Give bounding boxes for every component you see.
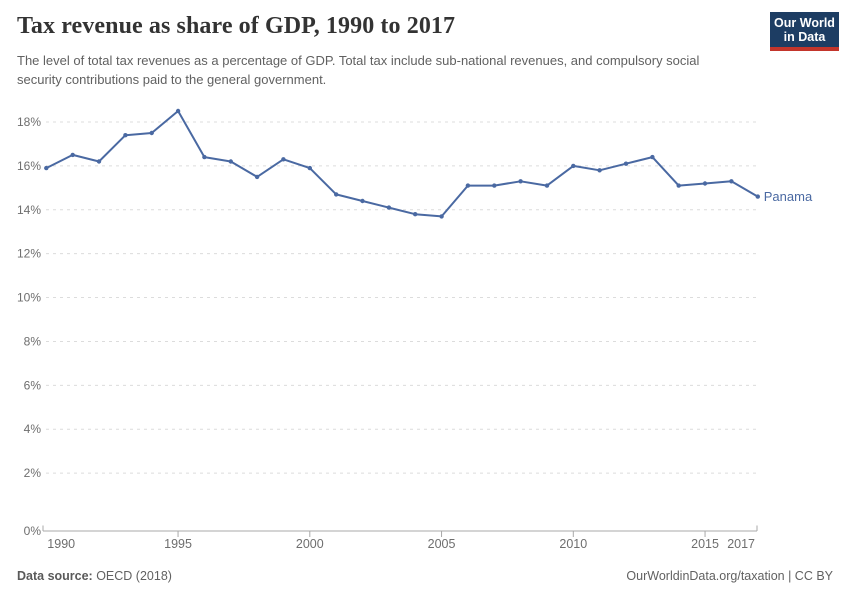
svg-text:1990: 1990 (47, 537, 75, 551)
svg-text:2%: 2% (24, 466, 42, 480)
svg-text:4%: 4% (24, 422, 42, 436)
data-line[interactable] (45, 110, 759, 218)
data-points (44, 108, 760, 219)
entity-label[interactable]: Panama (764, 189, 813, 204)
owid-logo-line2: in Data (783, 29, 826, 44)
chart-subtitle: The level of total tax revenues as a per… (17, 53, 700, 87)
svg-text:2017: 2017 (727, 537, 755, 551)
y-axis-labels: 0% 2% 4% 6% 8% 10% 12% 14% 16% 18% (17, 115, 41, 538)
y-gridlines (46, 121, 758, 474)
svg-text:2015: 2015 (691, 537, 719, 551)
svg-text:2000: 2000 (296, 537, 324, 551)
svg-text:16%: 16% (17, 159, 41, 173)
owid-logo[interactable]: Our World in Data (770, 12, 839, 51)
owid-logo-line1: Our World (774, 15, 835, 30)
svg-text:2005: 2005 (428, 537, 456, 551)
svg-text:1995: 1995 (164, 537, 192, 551)
svg-text:14%: 14% (17, 203, 41, 217)
svg-text:18%: 18% (17, 115, 41, 129)
data-source-value: OECD (2018) (92, 569, 172, 583)
svg-text:10%: 10% (17, 291, 41, 305)
chart-canvas[interactable]: 0% 2% 4% 6% 8% 10% 12% 14% 16% 18% 1990 1995 2000 200… (0, 95, 850, 555)
data-source: Data source: OECD (2018) (17, 569, 172, 583)
svg-text:0%: 0% (24, 524, 42, 538)
svg-text:2010: 2010 (559, 537, 587, 551)
footer-link[interactable]: OurWorldinData.org/taxation | CC BY (626, 569, 833, 583)
chart-footer: Data source: OECD (2018) OurWorldinData.… (17, 569, 833, 583)
svg-text:8%: 8% (24, 334, 42, 348)
data-source-label: Data source: (17, 569, 93, 583)
svg-text:12%: 12% (17, 247, 41, 261)
svg-text:6%: 6% (24, 378, 42, 392)
x-axis: 1990 1995 2000 2005 2010 2015 2017 (42, 525, 758, 551)
chart-title: Tax revenue as share of GDP, 1990 to 201… (17, 13, 456, 39)
